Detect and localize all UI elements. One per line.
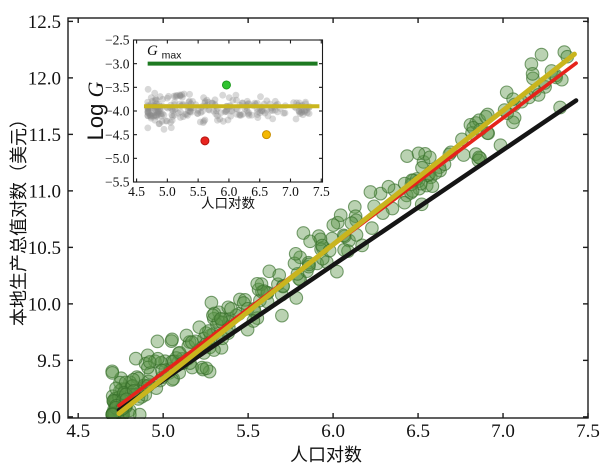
- inset-x-tick-label: 4.5: [128, 184, 145, 199]
- main-y-tick-label: 9.5: [37, 351, 61, 372]
- inset-y-tick-label: −5.0: [105, 151, 130, 166]
- main-ticks: [68, 18, 589, 418]
- main-plot: 4.5 5.0 5.5 6.0 6.5 7.0 7.5 9.0 9.5 10.0 10.5 11.0 1…: [28, 12, 600, 442]
- inset-plot: 4.5 5.0 5.5 6.0 6.5 7.0 7.5 −2.5 −3.0 −3.5 −4.0 −4.…: [105, 33, 330, 199]
- main-y-tick-label: 12.0: [28, 68, 61, 89]
- inset-y-tick-label: −5.5: [105, 175, 130, 190]
- yellow-fit-line: [116, 51, 577, 416]
- inset-y-axis-label: Log G: [83, 82, 108, 141]
- orange-highlight-point: [261, 130, 271, 140]
- main-axes-frame: [67, 17, 589, 419]
- inset-y-tick-label: −3.0: [105, 56, 130, 71]
- inset-y-label-prefix: Log: [83, 98, 108, 141]
- main-y-tick-label: 10.0: [28, 294, 61, 315]
- main-x-axis-label: 人口对数: [290, 445, 362, 465]
- main-x-tick-label: 5.0: [151, 421, 175, 442]
- main-x-tick-label: 6.0: [321, 421, 345, 442]
- inset-tick-labels: 4.5 5.0 5.5 6.0 6.5 7.0 7.5 −2.5 −3.0 −3.5 −4.0 −4.…: [105, 33, 330, 199]
- main-x-tick-label: 7.0: [491, 421, 515, 442]
- inset-x-tick-label: 5.5: [190, 184, 207, 199]
- inset-plot-content: [143, 61, 320, 146]
- main-x-tick-label: 5.5: [236, 421, 260, 442]
- main-y-tick-label: 11.0: [28, 181, 61, 202]
- gmax-variable: G: [147, 43, 158, 59]
- inset-ticks: [133, 39, 323, 183]
- inset-y-tick-label: −4.0: [105, 104, 130, 119]
- inset-x-tick-label: 7.0: [282, 184, 299, 199]
- red-highlight-point: [200, 136, 210, 146]
- inset-y-tick-label: −3.5: [105, 80, 130, 95]
- main-plot-content: [105, 45, 579, 419]
- gmax-subscript: max: [162, 50, 183, 62]
- inset-x-tick-label: 6.0: [220, 184, 237, 199]
- inset-x-tick-label: 7.5: [313, 184, 330, 199]
- main-y-tick-label: 9.0: [37, 407, 61, 428]
- inset-x-tick-label: 6.5: [251, 184, 268, 199]
- inset-x-axis-label: 人口对数: [201, 196, 255, 211]
- inset-x-tick-label: 5.0: [159, 184, 176, 199]
- gmax-annotation: G max: [147, 43, 182, 62]
- main-x-tick-label: 7.5: [576, 421, 600, 442]
- main-y-tick-label: 11.5: [28, 125, 61, 146]
- main-x-tick-label: 6.5: [406, 421, 430, 442]
- main-x-tick-label: 4.5: [66, 421, 90, 442]
- main-y-tick-label: 10.5: [28, 238, 61, 259]
- inset-y-label-variable: G: [83, 82, 108, 98]
- linear-reference-line: [116, 98, 579, 413]
- inset-y-tick-label: −4.5: [105, 127, 130, 142]
- axis-labels: 人口对数 本地生产总值对数（美元） 人口对数 Log G G max: [9, 43, 362, 465]
- green-highlight-point: [221, 80, 231, 90]
- main-y-tick-label: 12.5: [28, 12, 61, 33]
- inset-y-tick-label: −2.5: [105, 33, 130, 48]
- main-tick-labels: 4.5 5.0 5.5 6.0 6.5 7.0 7.5 9.0 9.5 10.0 10.5 11.0 1…: [28, 12, 600, 442]
- main-y-axis-label: 本地生产总值对数（美元）: [9, 110, 29, 326]
